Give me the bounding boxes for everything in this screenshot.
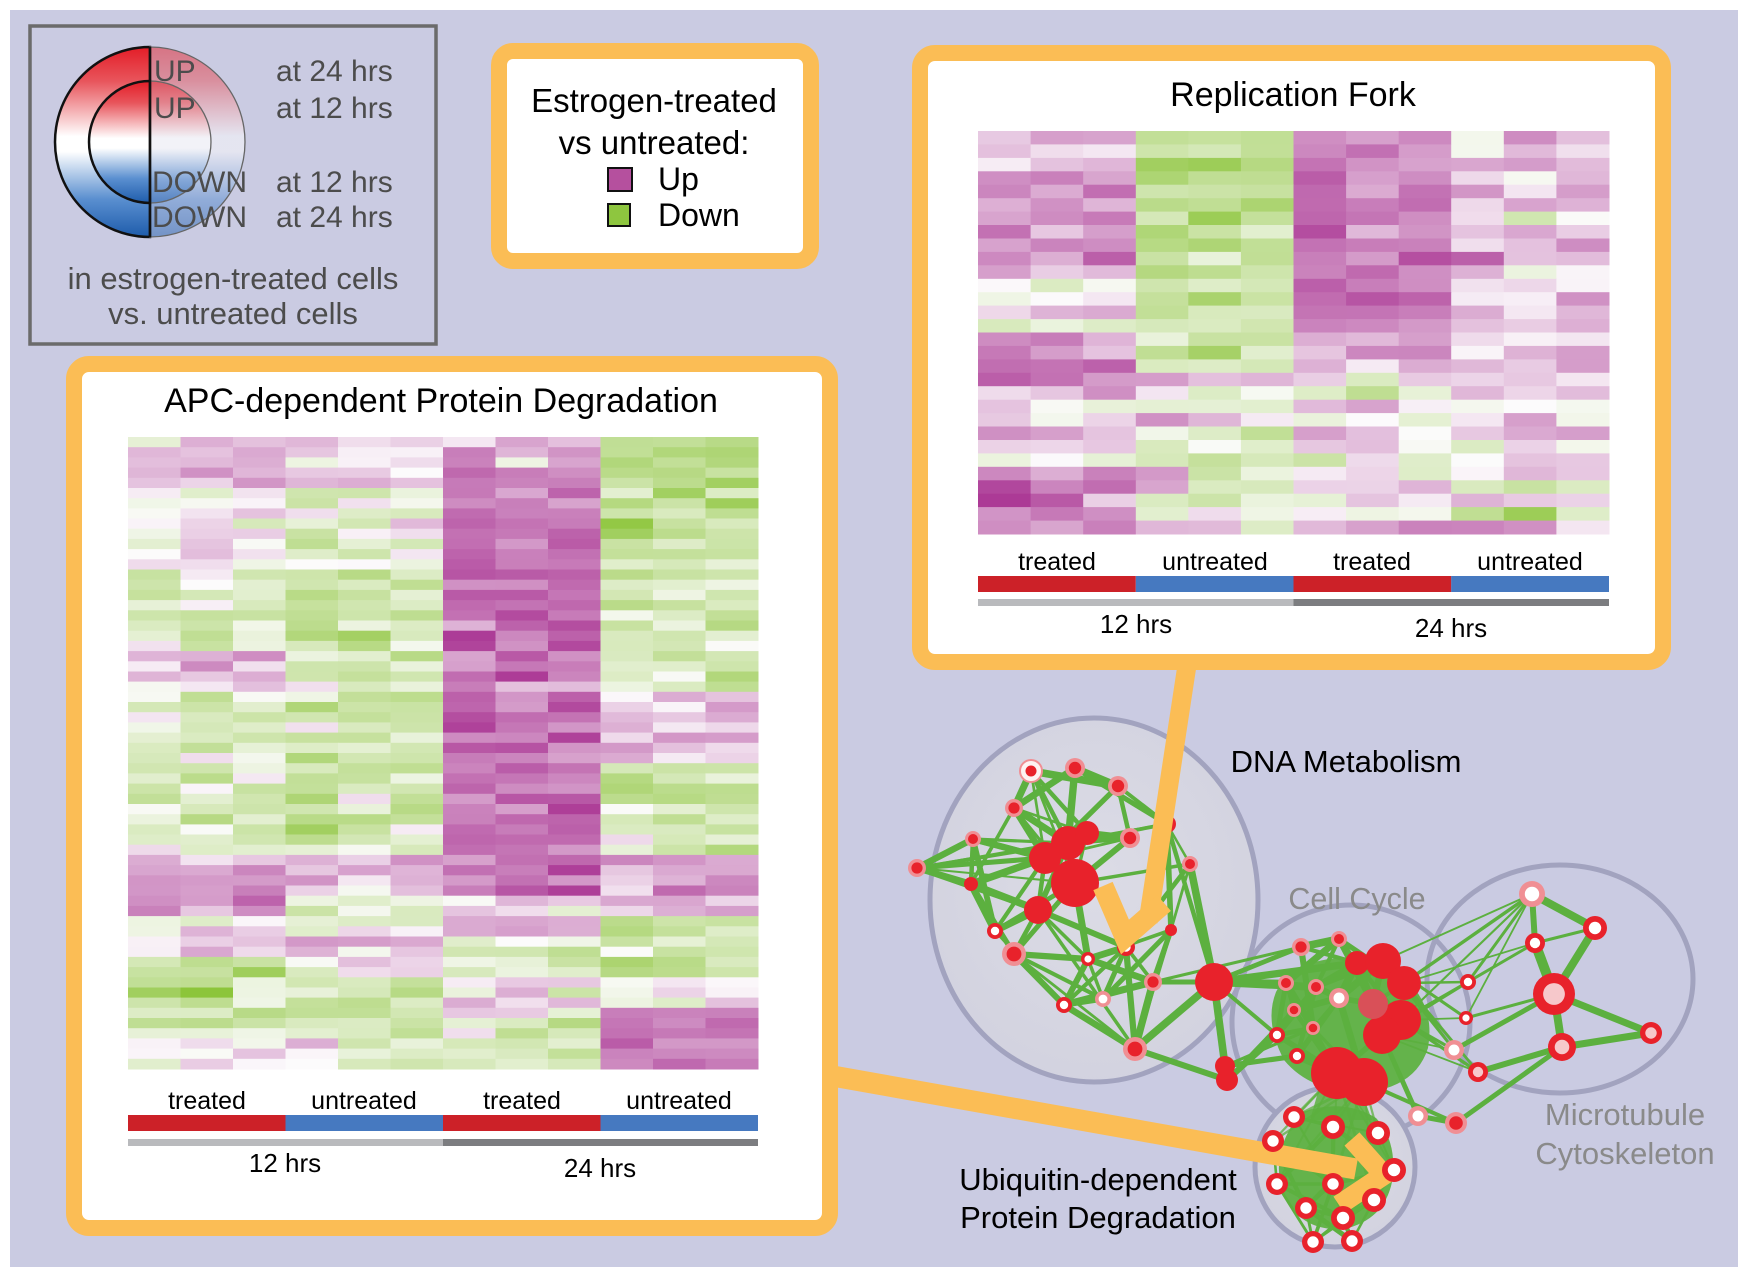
svg-text:UP: UP — [154, 92, 196, 125]
svg-text:at 12 hrs: at 12 hrs — [276, 92, 393, 125]
svg-text:DOWN: DOWN — [152, 201, 247, 234]
svg-text:untreated: untreated — [1477, 548, 1583, 576]
svg-text:vs. untreated cells: vs. untreated cells — [108, 296, 358, 331]
svg-text:in estrogen-treated cells: in estrogen-treated cells — [68, 261, 399, 296]
svg-text:untreated: untreated — [626, 1087, 732, 1115]
svg-text:Microtubule: Microtubule — [1545, 1097, 1705, 1132]
svg-text:DOWN: DOWN — [152, 166, 247, 199]
svg-text:Cell Cycle: Cell Cycle — [1288, 882, 1425, 916]
svg-text:24 hrs: 24 hrs — [1415, 613, 1487, 643]
svg-text:12 hrs: 12 hrs — [1100, 609, 1172, 639]
svg-text:Down: Down — [658, 197, 740, 233]
svg-text:at 24 hrs: at 24 hrs — [276, 55, 393, 88]
svg-text:DNA Metabolism: DNA Metabolism — [1231, 744, 1462, 779]
svg-text:treated: treated — [1333, 548, 1411, 576]
svg-text:Ubiquitin-dependent: Ubiquitin-dependent — [959, 1162, 1237, 1197]
svg-text:at 12 hrs: at 12 hrs — [276, 166, 393, 199]
svg-text:untreated: untreated — [1162, 548, 1268, 576]
svg-text:Replication Fork: Replication Fork — [1170, 76, 1417, 114]
svg-text:treated: treated — [168, 1087, 246, 1115]
svg-text:Up: Up — [658, 161, 699, 197]
svg-text:Cytoskeleton: Cytoskeleton — [1535, 1136, 1714, 1171]
svg-text:APC-dependent Protein Degradat: APC-dependent Protein Degradation — [164, 382, 718, 420]
svg-text:untreated: untreated — [311, 1087, 417, 1115]
svg-text:Estrogen-treated: Estrogen-treated — [531, 82, 777, 119]
svg-text:UP: UP — [154, 55, 196, 88]
svg-text:12 hrs: 12 hrs — [249, 1148, 321, 1178]
svg-text:vs untreated:: vs untreated: — [559, 124, 750, 161]
svg-text:treated: treated — [1018, 548, 1096, 576]
svg-text:24 hrs: 24 hrs — [564, 1153, 636, 1183]
svg-text:at 24 hrs: at 24 hrs — [276, 201, 393, 234]
svg-text:Protein Degradation: Protein Degradation — [960, 1200, 1236, 1235]
svg-text:treated: treated — [483, 1087, 561, 1115]
